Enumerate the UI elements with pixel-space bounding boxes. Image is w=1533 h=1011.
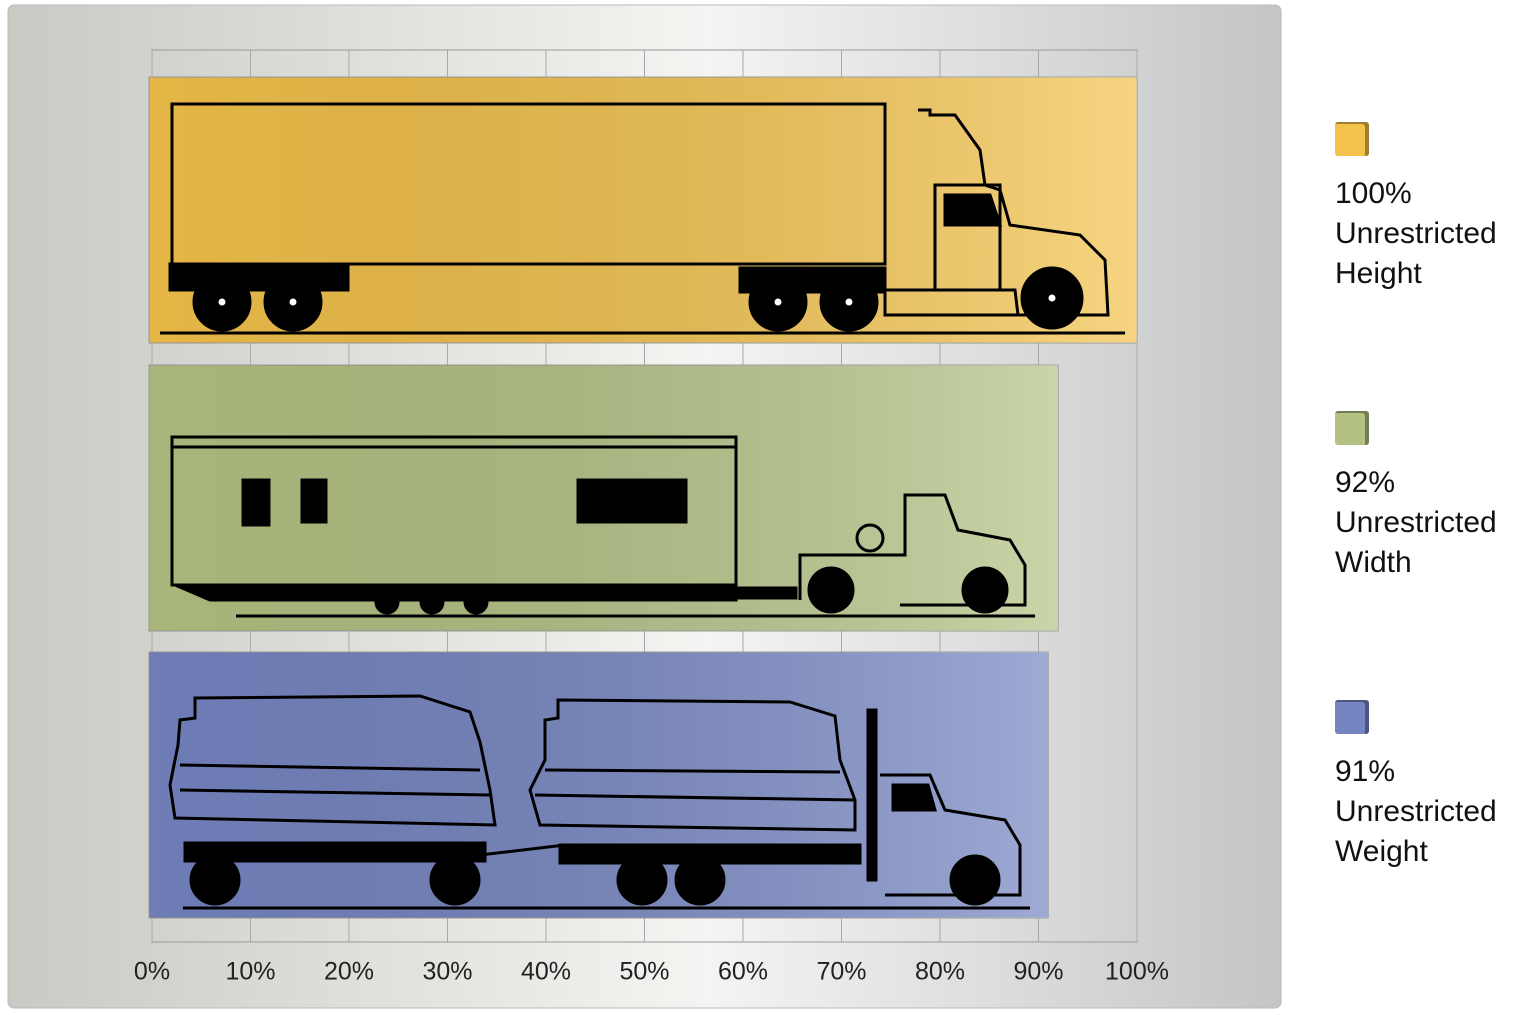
x-tick-label: 70% bbox=[816, 958, 866, 986]
x-tick-label: 90% bbox=[1013, 958, 1063, 986]
legend-swatch bbox=[1335, 700, 1369, 734]
legend-label: 100% Unrestricted Height bbox=[1335, 177, 1497, 290]
x-tick-label: 100% bbox=[1105, 958, 1169, 986]
log-truck-illustration bbox=[168, 694, 1030, 910]
chart: 0% 10% 20% 30% 40% 50% 60% 70% 80% 90% 100% bbox=[7, 4, 1282, 1009]
x-tick-label: 80% bbox=[915, 958, 965, 986]
legend-label: 91% Unrestricted Weight bbox=[1335, 755, 1497, 868]
legend-label: 92% Unrestricted Width bbox=[1335, 466, 1497, 579]
legend-swatch bbox=[1335, 411, 1369, 445]
truck-illustration bbox=[160, 102, 1125, 335]
legend-swatch bbox=[1335, 122, 1369, 156]
x-tick-label: 10% bbox=[225, 958, 275, 986]
x-tick-label: 30% bbox=[422, 958, 472, 986]
x-tick-label: 40% bbox=[521, 958, 571, 986]
x-tick-label: 50% bbox=[619, 958, 669, 986]
x-tick-label: 20% bbox=[324, 958, 374, 986]
x-tick-label: 0% bbox=[134, 958, 170, 986]
mobile-home-illustration bbox=[170, 435, 1035, 618]
x-tick-label: 60% bbox=[718, 958, 768, 986]
